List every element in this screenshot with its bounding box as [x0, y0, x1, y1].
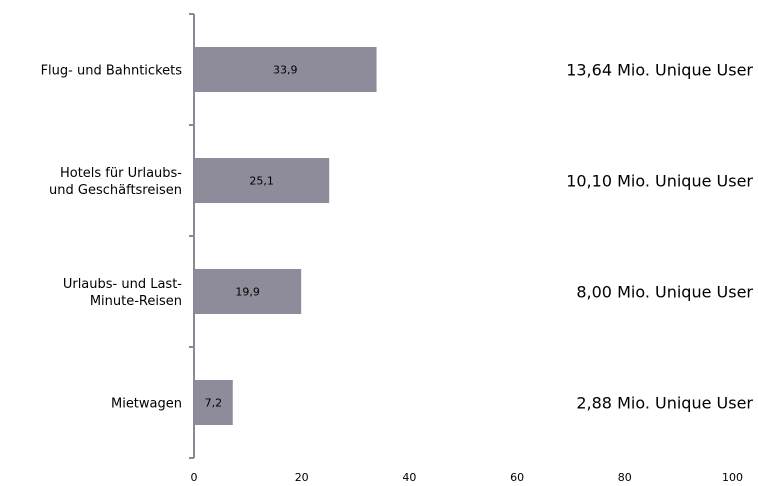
- x-tick-label: 60: [510, 471, 524, 484]
- bar: [194, 380, 233, 425]
- category-label-line: Mietwagen: [111, 397, 182, 412]
- unique-user-label: 8,00 Mio. Unique User: [576, 283, 753, 302]
- category-label: Mietwagen: [111, 397, 182, 412]
- category-label-line: Flug- und Bahntickets: [41, 64, 183, 79]
- x-tick-label: 40: [402, 471, 416, 484]
- category-label: Hotels für Urlaubs-und Geschäftsreisen: [49, 166, 182, 198]
- data-labels: 33,9 25,1 19,9 7,2: [205, 64, 298, 410]
- unique-user-label: 13,64 Mio. Unique User: [566, 61, 753, 80]
- bar: [194, 158, 330, 203]
- data-label: 25,1: [249, 175, 274, 188]
- category-label-line: und Geschäftsreisen: [49, 183, 182, 198]
- category-label: Urlaubs- und Last- Minute-Reisen: [63, 277, 182, 309]
- data-label: 7,2: [205, 397, 223, 410]
- unique-user-label: 2,88 Mio. Unique User: [576, 394, 753, 413]
- category-label-line: Hotels für Urlaubs-: [60, 166, 182, 181]
- bar: [194, 269, 302, 314]
- category-label: Flug- und Bahntickets: [41, 64, 183, 79]
- bars-layer: [194, 47, 377, 425]
- data-label: 19,9: [235, 286, 260, 299]
- x-tick-label: 20: [295, 471, 309, 484]
- unique-user-label: 10,10 Mio. Unique User: [566, 172, 753, 191]
- category-label-line: Minute-Reisen: [90, 294, 182, 309]
- bar: [194, 47, 377, 92]
- x-tick-label: 80: [618, 471, 632, 484]
- data-label: 33,9: [273, 64, 298, 77]
- category-label-line: Urlaubs- und Last-: [63, 277, 182, 292]
- x-axis-ticks: 0 20 40 60 80 100: [191, 471, 744, 484]
- x-tick-label: 0: [191, 471, 198, 484]
- category-labels: Flug- und Bahntickets Hotels für Urlaubs-…: [41, 64, 183, 412]
- y-axis: [189, 13, 195, 459]
- x-tick-label: 100: [722, 471, 743, 484]
- unique-user-annotations: 13,64 Mio. Unique User 10,10 Mio. Unique …: [566, 61, 753, 413]
